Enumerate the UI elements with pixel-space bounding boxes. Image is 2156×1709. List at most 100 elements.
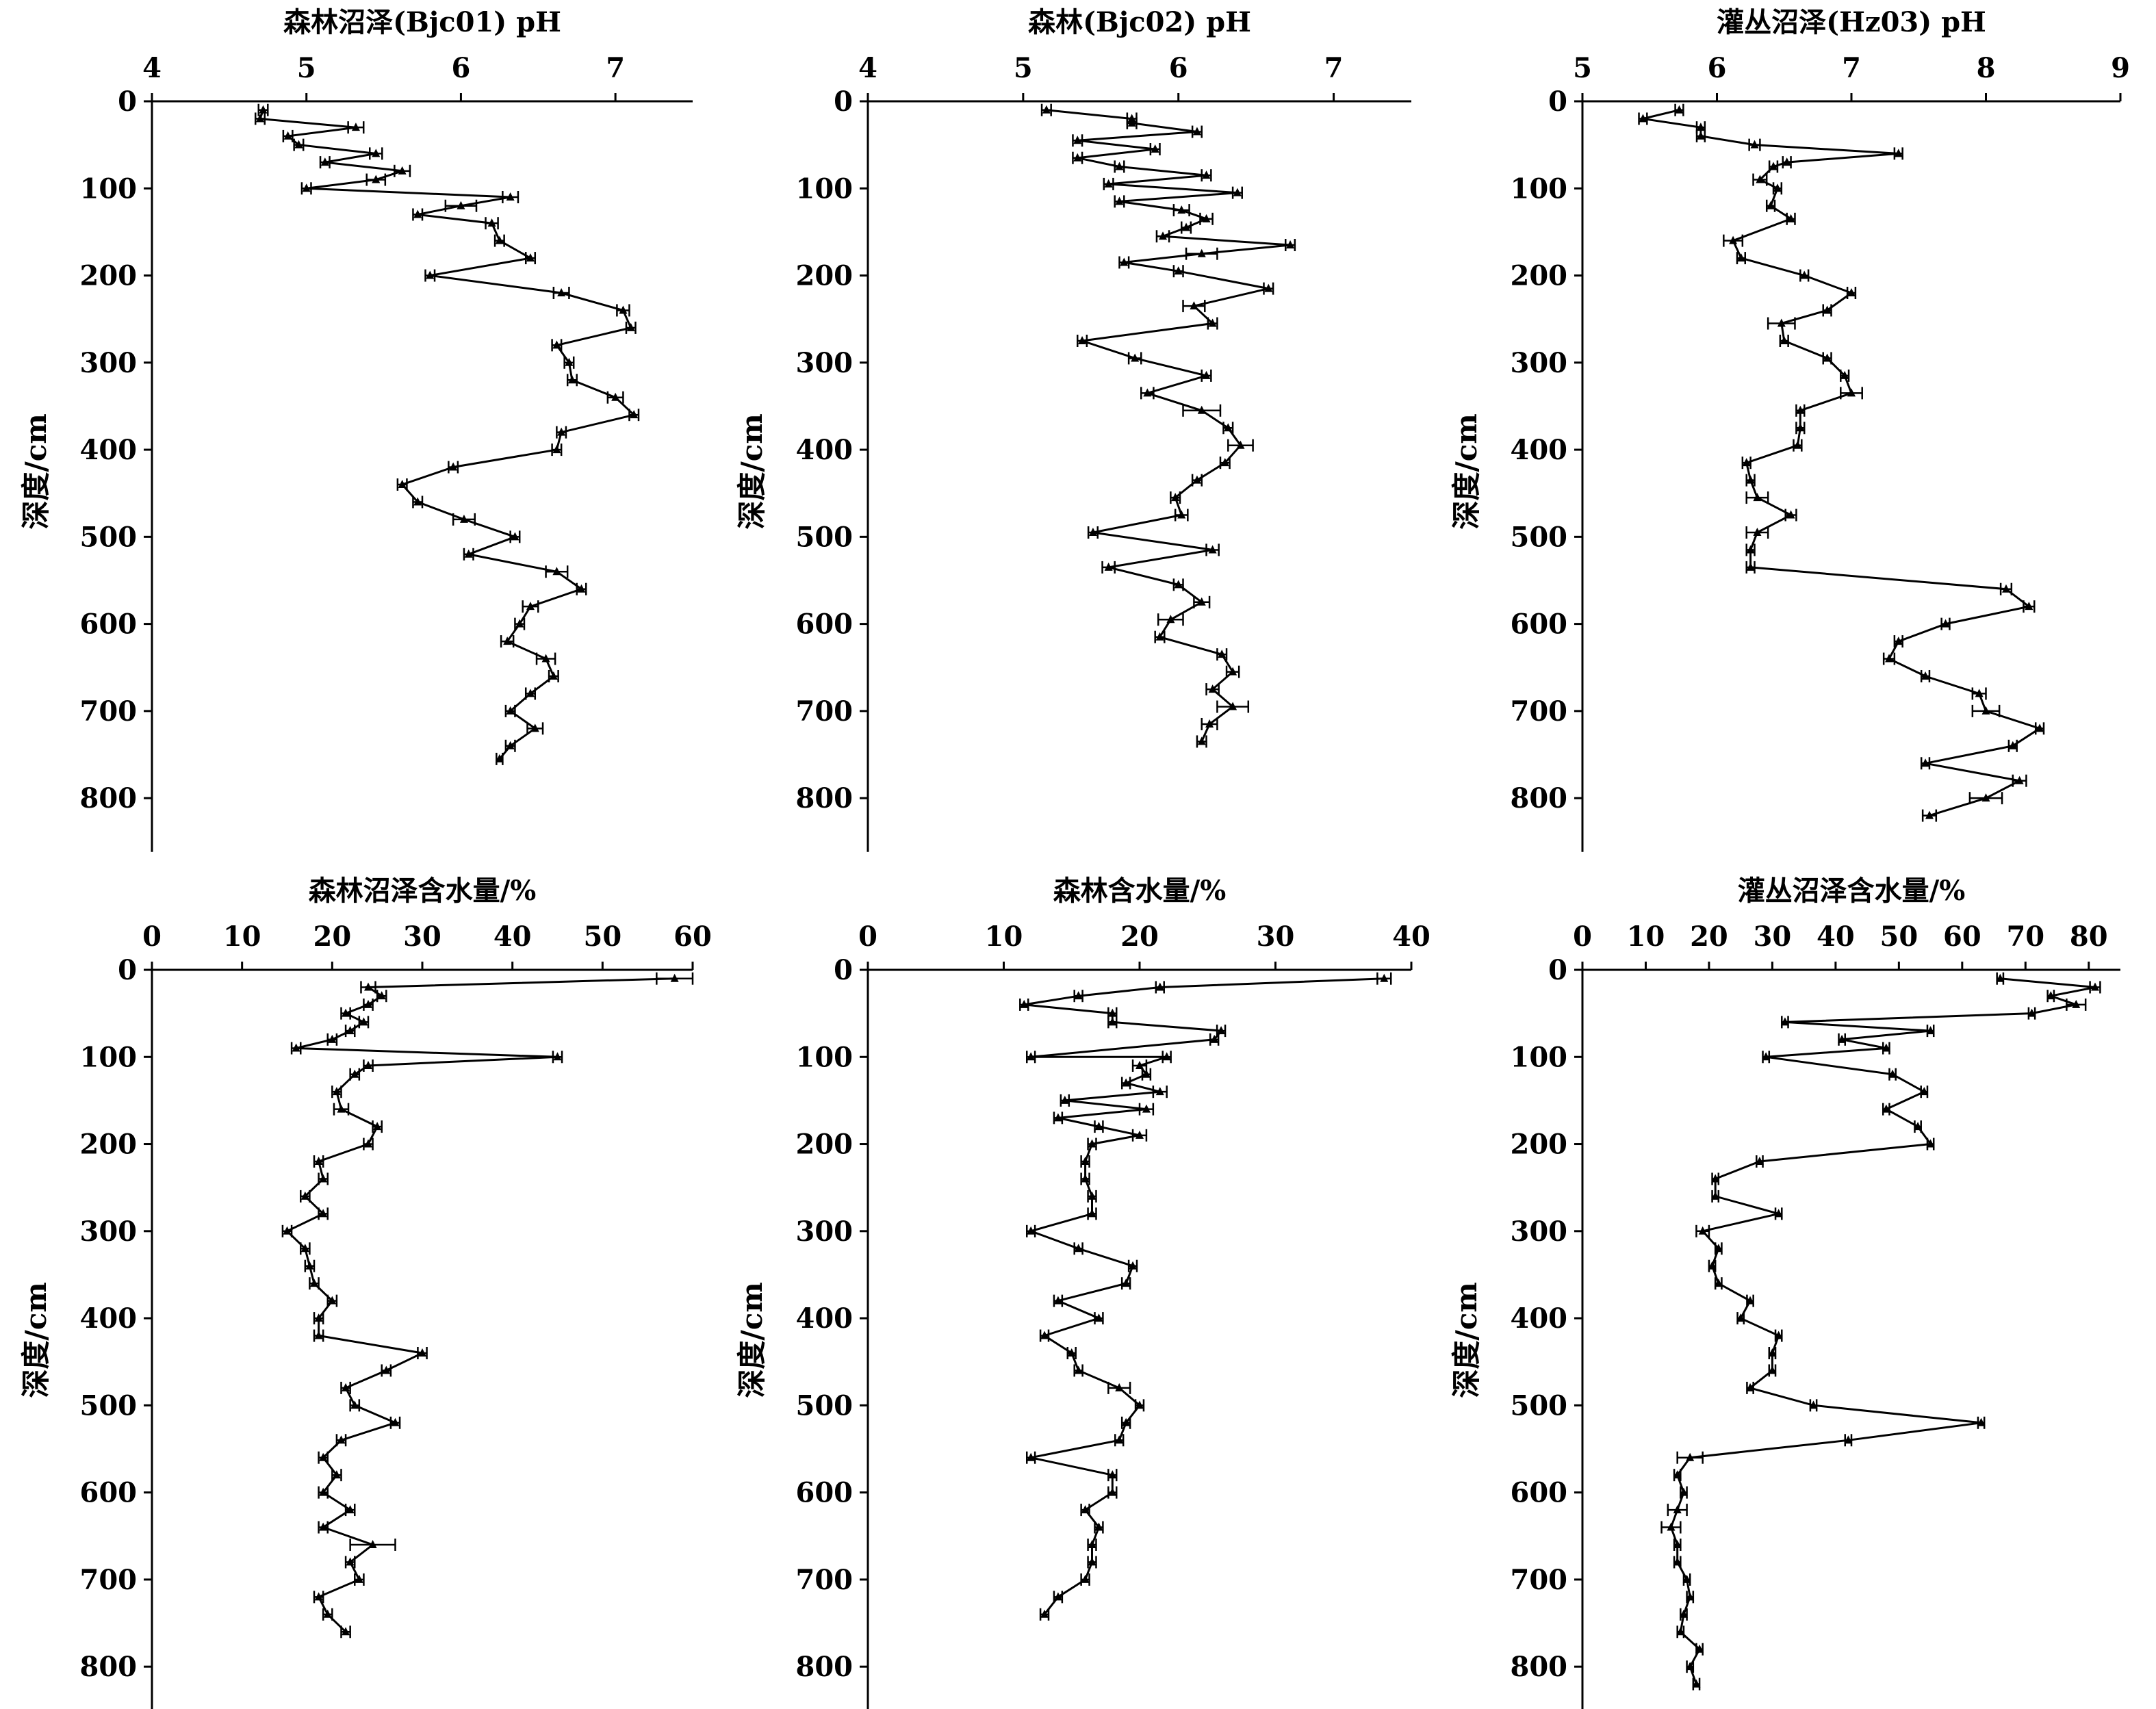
data-point [1094, 1313, 1103, 1322]
data-point [302, 183, 311, 192]
y-tick-label: 700 [796, 1564, 854, 1596]
data-point [1882, 1043, 1890, 1052]
data-point [350, 1069, 359, 1078]
data-point [310, 1278, 318, 1287]
data-point [1838, 1034, 1847, 1043]
data-point [506, 192, 515, 201]
data-point [1894, 637, 1903, 645]
data-point [323, 1609, 332, 1618]
data-point [2015, 775, 2024, 784]
y-tick-label: 500 [796, 521, 854, 553]
data-point [1081, 1574, 1090, 1583]
data-point [1840, 370, 1849, 379]
data-point [449, 462, 458, 471]
data-point [526, 602, 535, 611]
y-axis-label: 深度/cm [1450, 413, 1483, 529]
x-tick-label: 7 [606, 52, 625, 84]
data-point [1711, 1174, 1720, 1183]
data-point [1774, 1209, 1783, 1218]
data-point [359, 1017, 368, 1026]
data-point [1686, 1452, 1695, 1461]
y-tick-label: 500 [796, 1389, 854, 1422]
data-point [1142, 1104, 1151, 1113]
data-point [1115, 1435, 1124, 1444]
data-point [1746, 1296, 1755, 1305]
data-point [426, 270, 435, 279]
data-point [1074, 991, 1083, 1000]
data-point [1208, 545, 1217, 554]
data-point [2091, 982, 2100, 991]
data-point [1027, 1052, 1036, 1061]
data-point [1120, 257, 1129, 266]
data-point [337, 1104, 346, 1113]
data-point [1695, 1644, 1704, 1653]
data-point [1088, 1557, 1096, 1566]
y-tick-label: 100 [796, 172, 854, 205]
data-point [1197, 736, 1206, 745]
data-point [1202, 214, 1211, 222]
y-tick-label: 300 [796, 347, 854, 379]
data-point [1115, 1383, 1124, 1391]
data-point [2008, 741, 2017, 749]
y-tick-label: 100 [80, 1041, 138, 1073]
data-point [1088, 1191, 1096, 1200]
data-point [1996, 973, 2005, 982]
data-point [1088, 1139, 1096, 1148]
x-tick-label: 0 [1573, 921, 1592, 953]
y-tick-label: 400 [1511, 1302, 1568, 1335]
data-point [1711, 1191, 1720, 1200]
data-point [1135, 1400, 1144, 1409]
data-point [1676, 1627, 1685, 1636]
x-tick-label: 8 [1977, 52, 1996, 84]
y-tick-label: 300 [80, 1216, 138, 1248]
y-tick-label: 700 [1511, 1564, 1568, 1596]
data-point [342, 1008, 350, 1017]
y-tick-label: 600 [796, 608, 854, 641]
data-point [1796, 423, 1805, 432]
data-point [1205, 719, 1214, 728]
data-point [526, 689, 535, 697]
data-point [1192, 127, 1201, 136]
y-tick-label: 800 [80, 782, 138, 814]
y-axis-label: 深度/cm [735, 413, 769, 529]
data-point [319, 1522, 328, 1531]
series-line [1643, 109, 2042, 817]
data-point [1053, 1113, 1062, 1122]
data-point [364, 999, 372, 1008]
data-point [372, 149, 381, 157]
data-point [1755, 1156, 1764, 1165]
x-tick-label: 10 [223, 921, 261, 953]
y-tick-label: 600 [796, 1477, 854, 1509]
y-tick-label: 300 [1511, 1216, 1568, 1248]
data-point [300, 1244, 309, 1252]
data-point [1692, 1679, 1701, 1688]
x-tick-label: 5 [1014, 52, 1033, 84]
data-point [553, 1052, 562, 1061]
y-tick-label: 0 [834, 954, 853, 986]
data-point [2025, 602, 2033, 611]
data-point [1159, 231, 1168, 240]
data-point [332, 1470, 341, 1479]
panel-title: 森林沼泽(Bjc01) pH [283, 6, 561, 38]
data-point [495, 235, 504, 244]
x-tick-label: 60 [1943, 921, 1981, 953]
data-point [1714, 1244, 1723, 1252]
data-point [577, 584, 586, 593]
panel-4: 森林沼泽含水量/%0 10 20 30 40 50 60010020030040050060… [19, 875, 712, 1709]
data-point [1673, 1470, 1682, 1479]
data-point [342, 1383, 350, 1391]
data-point [1823, 353, 1832, 362]
data-point [1673, 1539, 1682, 1548]
data-point [377, 991, 386, 1000]
x-tick-label: 40 [1817, 921, 1855, 953]
data-point [1135, 1060, 1144, 1069]
data-point [511, 532, 519, 541]
data-point [1210, 1034, 1219, 1043]
data-point [1224, 423, 1233, 432]
data-point [1782, 157, 1791, 166]
data-point [1131, 353, 1140, 362]
panel-title: 灌丛沼泽(Hz03) pH [1717, 6, 1986, 38]
x-tick-label: 30 [1754, 921, 1792, 953]
data-point [1074, 1365, 1083, 1374]
